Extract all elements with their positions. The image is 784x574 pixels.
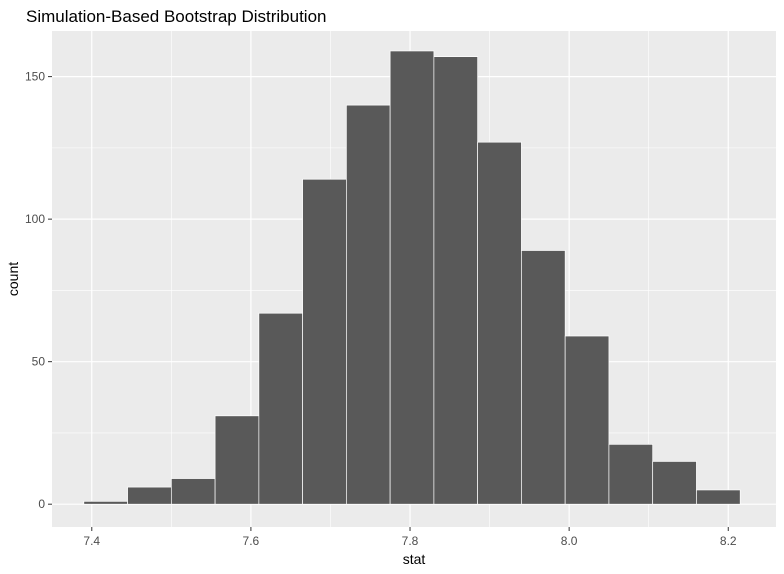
histogram-bar	[258, 312, 303, 505]
histogram-bar	[170, 478, 216, 505]
y-axis: 0 50 100 150	[25, 70, 52, 511]
histogram-bar	[696, 489, 741, 505]
y-tick-label: 150	[25, 70, 45, 84]
histogram-bar	[214, 415, 260, 505]
y-tick-label: 100	[25, 212, 45, 226]
x-tick-label: 7.6	[243, 534, 260, 548]
x-tick-label: 7.8	[402, 534, 419, 548]
histogram-bar	[608, 443, 654, 505]
y-tick-label: 0	[38, 497, 45, 511]
histogram-bar	[652, 461, 697, 505]
x-axis-title: stat	[403, 551, 426, 567]
x-tick-label: 8.0	[561, 534, 578, 548]
histogram-bar	[346, 104, 391, 505]
histogram-bar	[521, 250, 566, 505]
y-axis-title: count	[5, 262, 21, 296]
histogram-bar	[433, 56, 478, 505]
plot-panel	[52, 31, 776, 527]
histogram-bar	[564, 335, 610, 505]
histogram-bar	[389, 50, 435, 505]
chart-title: Simulation-Based Bootstrap Distribution	[26, 7, 326, 26]
histogram-bar	[302, 178, 347, 505]
histogram-bar	[477, 141, 522, 505]
y-tick-label: 50	[32, 355, 46, 369]
histogram-bar	[127, 486, 172, 505]
x-axis: 7.4 7.6 7.8 8.0 8.2	[83, 527, 737, 548]
x-tick-label: 7.4	[83, 534, 100, 548]
x-tick-label: 8.2	[720, 534, 737, 548]
histogram-bars	[83, 50, 741, 505]
histogram-bar	[83, 500, 128, 505]
